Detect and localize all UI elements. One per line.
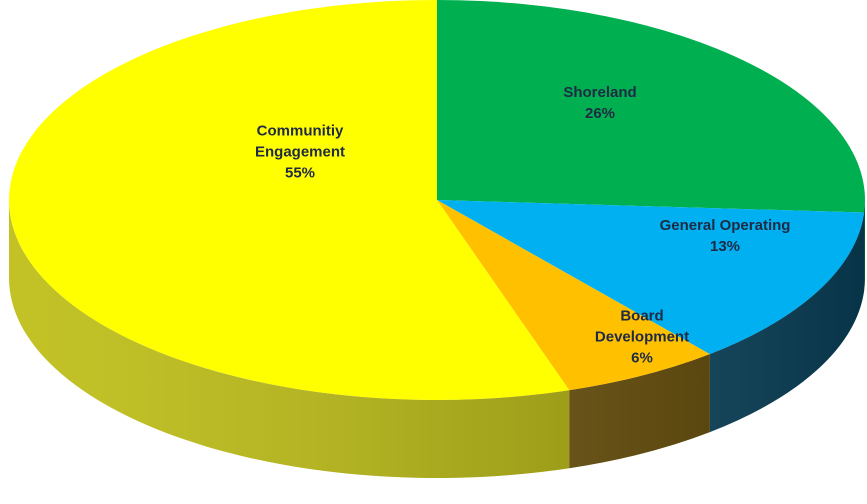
category-label: General Operating <box>659 217 791 234</box>
slice-label: Communitiy Engagement 55% <box>230 121 370 184</box>
value-label: 55% <box>284 164 316 182</box>
value-label: 6% <box>631 349 653 367</box>
slice-label: Shoreland 26% <box>520 82 680 124</box>
value-label: 13% <box>709 238 741 255</box>
category-label: Communitiy Engagement <box>254 122 345 161</box>
category-label: Shoreland <box>563 84 637 101</box>
slice-side <box>864 200 865 291</box>
value-label: 26% <box>584 105 616 122</box>
slice <box>437 0 866 213</box>
slice-label: General Operating 13% <box>625 215 825 257</box>
slice-label: Board Development 6% <box>577 306 707 369</box>
category-label: Board Development <box>594 307 690 346</box>
